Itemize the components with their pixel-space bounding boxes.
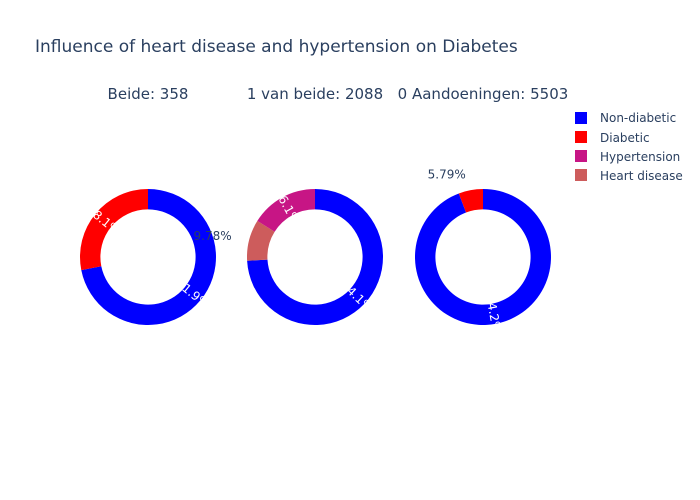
donut-1-slice-diabetic[interactable] bbox=[79, 189, 148, 271]
legend-label-non-diabetic: Non-diabetic bbox=[600, 111, 676, 125]
legend-item-hypertension[interactable]: Hypertension bbox=[575, 150, 680, 164]
legend-swatch-diabetic bbox=[575, 131, 587, 143]
chart-title: Influence of heart disease and hypertens… bbox=[35, 37, 518, 57]
donut-2-slice-non-diabetic[interactable] bbox=[247, 189, 384, 326]
donut-2-slice-hypertension[interactable] bbox=[257, 189, 315, 232]
legend-swatch-hypertension bbox=[575, 150, 587, 162]
legend-label-diabetic: Diabetic bbox=[600, 131, 650, 145]
legend[interactable]: Non-diabetic Diabetic Hypertension Heart… bbox=[575, 111, 683, 183]
donut-3-label-diabetic: 5.79% bbox=[428, 167, 466, 181]
subplot-2-subtitle: 1 van beide: 2088 bbox=[247, 85, 383, 103]
donut-3-label-non-diabetic: 94.2% bbox=[483, 294, 504, 334]
donut-3-slice-diabetic[interactable] bbox=[458, 189, 483, 213]
legend-item-heart-disease[interactable]: Heart disease bbox=[575, 169, 683, 183]
donut-2-label-heart-disease: 9.78% bbox=[194, 229, 232, 243]
donut-3-slice-non-diabetic[interactable] bbox=[415, 189, 552, 325]
legend-item-diabetic[interactable]: Diabetic bbox=[575, 131, 650, 145]
legend-label-heart-disease: Heart disease bbox=[600, 169, 683, 183]
donut-group: 71.9%28.1%74.1%9.78%16.1%94.2%5.79% bbox=[79, 167, 552, 334]
legend-label-hypertension: Hypertension bbox=[600, 150, 680, 164]
subplot-1-subtitle: Beide: 358 bbox=[108, 85, 189, 103]
legend-swatch-non-diabetic bbox=[575, 112, 587, 124]
donut-1-slice-non-diabetic[interactable] bbox=[81, 189, 216, 325]
subplot-3-subtitle: 0 Aandoeningen: 5503 bbox=[398, 85, 569, 103]
legend-item-non-diabetic[interactable]: Non-diabetic bbox=[575, 111, 676, 125]
donut-2-slice-heart-disease[interactable] bbox=[247, 220, 275, 261]
legend-swatch-heart-disease bbox=[575, 169, 587, 181]
